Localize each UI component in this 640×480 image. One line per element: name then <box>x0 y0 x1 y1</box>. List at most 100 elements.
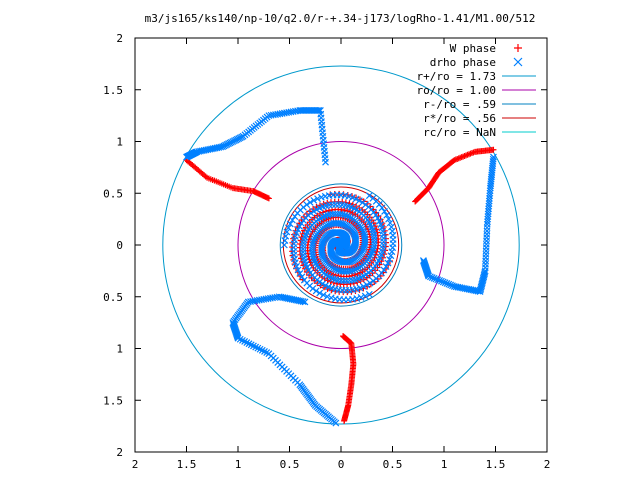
chart-title: m3/js165/ks140/np-10/q2.0/r-+.34-j173/lo… <box>145 12 536 25</box>
w-phase-point <box>306 256 313 263</box>
drho-phase-point <box>291 213 299 220</box>
legend-label: r-/ro = .59 <box>423 98 496 111</box>
drho-phase-point <box>369 194 377 202</box>
x-tick-label: 1.5 <box>177 458 197 471</box>
drho-phase-point <box>312 287 320 295</box>
y-tick-label: 2 <box>116 32 123 45</box>
drho-phase-point <box>291 259 299 267</box>
drho-phase-point <box>296 223 304 230</box>
drho-phase-point <box>322 158 329 166</box>
drho-phase-point <box>436 277 444 284</box>
w-phase-point <box>490 146 497 153</box>
legend-label: drho phase <box>430 56 496 69</box>
drho-phase-point <box>321 192 329 200</box>
drho-phase-point <box>445 280 453 288</box>
drho-phase-point <box>387 223 395 231</box>
drho-phase-point <box>381 208 388 215</box>
drho-phase-point <box>425 272 432 280</box>
drho-phase-point <box>286 220 294 228</box>
drho-phase-point <box>306 198 314 206</box>
legend-marker-w <box>514 44 522 52</box>
drho-phase-point <box>386 219 394 227</box>
x-tick-label: 2 <box>544 458 551 471</box>
drho-phase-point <box>353 265 361 273</box>
drho-phase-point <box>326 220 334 228</box>
drho-phase-point <box>362 201 370 209</box>
drho-phase-point <box>325 221 333 229</box>
drho-phase-point <box>294 266 302 274</box>
x-tick-label: 0.5 <box>383 458 403 471</box>
drho-phase-point <box>311 235 318 243</box>
drho-phase-point <box>359 227 367 235</box>
drho-phase-point <box>347 267 355 275</box>
drho-phase-point <box>360 283 367 291</box>
drho-phase-point <box>351 266 359 274</box>
drho-phase-point <box>343 277 351 285</box>
drho-phase-point <box>365 192 373 200</box>
drho-phase-point <box>384 259 392 267</box>
reference-circles <box>162 65 520 425</box>
drho-phase-point <box>301 298 309 306</box>
drho-phase-point <box>319 291 327 299</box>
drho-phase-point <box>380 266 388 274</box>
x-tick-label: 2 <box>132 458 139 471</box>
y-tick-label: 1.5 <box>103 394 123 407</box>
drho-phase-point <box>283 228 291 236</box>
drho-phase-point <box>311 233 319 241</box>
drho-phase-point <box>363 281 371 289</box>
drho-phase-point <box>360 231 368 239</box>
circle-2 <box>279 183 403 307</box>
drho-phase-point <box>357 294 365 301</box>
drho-phase-point <box>428 274 436 281</box>
drho-phase-point <box>426 273 434 281</box>
drho-phase-point <box>285 224 292 232</box>
drho-phase-point <box>361 233 369 240</box>
drho-phase-point <box>387 252 395 260</box>
drho-phase-point <box>317 193 325 201</box>
drho-phase-point <box>438 277 445 285</box>
drho-phase-point <box>316 289 324 297</box>
x-tick-label: 0 <box>338 458 345 471</box>
drho-phase-point <box>434 276 442 284</box>
drho-phase-point <box>314 195 321 203</box>
drho-phase-point <box>340 277 348 285</box>
drho-phase-point <box>370 237 378 245</box>
drho-phase-point <box>386 256 393 263</box>
y-tick-label: 0 <box>116 239 123 252</box>
drho-phase-point <box>443 280 451 287</box>
drho-phase-point <box>299 245 307 253</box>
drho-phase-point <box>359 199 366 206</box>
y-tick-label: 0.5 <box>103 291 123 304</box>
y-tick-label: 2 <box>116 446 123 459</box>
w-phase-point <box>265 195 272 202</box>
legend-label: r+/ro = 1.73 <box>417 70 496 83</box>
drho-phase-point <box>310 196 318 204</box>
drho-phase-point <box>361 292 369 300</box>
drho-phase-point <box>430 274 438 282</box>
drho-phase-point <box>490 153 497 161</box>
w-phase-point <box>349 210 356 217</box>
x-tick-label: 1 <box>441 458 448 471</box>
drho-phase-point <box>439 278 447 286</box>
drho-phase-point <box>309 253 317 260</box>
drho-phase-point <box>326 211 334 218</box>
drho-phase-point <box>447 281 455 289</box>
drho-phase-point <box>352 195 360 203</box>
drho-phase-point <box>352 235 360 243</box>
drho-phase-point <box>382 263 390 271</box>
drho-phase-point <box>369 244 377 252</box>
drho-phase-point <box>337 277 345 285</box>
y-tick-label: 1 <box>116 343 123 356</box>
w-phase-point <box>347 208 354 215</box>
y-tick-label: 1.5 <box>103 84 123 97</box>
drho-phase-point <box>366 279 374 287</box>
drho-phase-point <box>489 155 497 163</box>
drho-phase-point <box>310 255 318 263</box>
x-tick-label: 0.5 <box>280 458 300 471</box>
phase-points <box>183 107 497 427</box>
drho-phase-point <box>298 220 305 227</box>
drho-phase-point <box>432 275 440 283</box>
drho-phase-point <box>360 229 368 237</box>
